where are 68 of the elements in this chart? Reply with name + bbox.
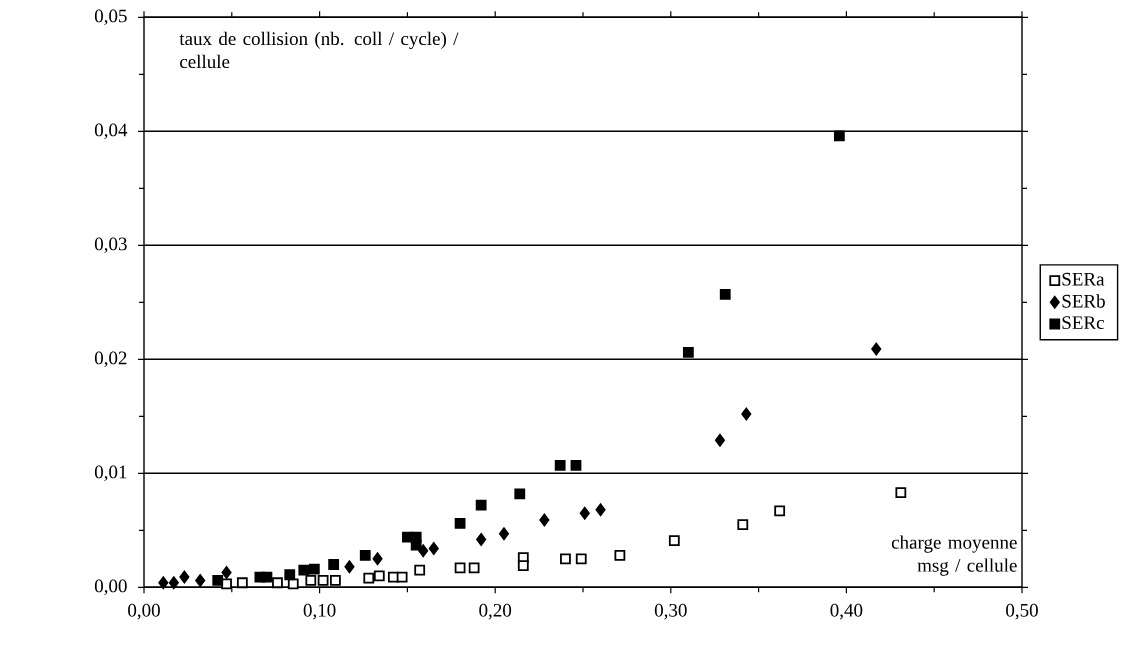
point (158, 576, 169, 590)
point (428, 542, 439, 555)
point (372, 552, 383, 566)
y-tick-label: 0,03 (94, 237, 127, 254)
point (774, 505, 786, 517)
x-axis-title: charge moyenne msg / cellule (891, 535, 1017, 576)
point (195, 574, 206, 587)
y-axis-title: taux de collision (nb. coll / cycle) / cellule (179, 31, 459, 69)
point (179, 570, 190, 584)
point (414, 564, 426, 576)
point (714, 433, 725, 447)
point (344, 560, 355, 574)
point (363, 572, 375, 584)
point (284, 569, 296, 581)
point (575, 553, 587, 565)
point (554, 459, 566, 471)
point (579, 506, 590, 520)
point (468, 562, 480, 574)
point (287, 578, 299, 590)
point (595, 503, 606, 517)
y-tick-label: 0,00 (94, 579, 127, 596)
point (719, 288, 731, 300)
y-tick-label: 0,02 (94, 351, 127, 368)
point (560, 553, 571, 565)
legend-label: SERa (1062, 272, 1105, 286)
point (308, 563, 320, 575)
point (517, 560, 529, 572)
point (668, 535, 680, 546)
point (330, 575, 341, 586)
y-tick-label: 0,04 (94, 123, 128, 140)
point (221, 566, 232, 579)
x-tick-label: 0,20 (479, 603, 512, 620)
point (236, 577, 248, 589)
point (305, 575, 317, 586)
legend-label: SERc (1062, 316, 1104, 330)
x-tick-label: 0,30 (654, 603, 687, 620)
point (359, 549, 371, 561)
point (871, 342, 882, 356)
point (373, 570, 385, 582)
point (741, 407, 752, 421)
point (737, 519, 749, 530)
point (498, 527, 509, 541)
point (454, 518, 466, 529)
x-tick-label: 0,50 (1006, 603, 1038, 620)
legend-label: SERb (1062, 294, 1105, 308)
y-tick-label: 0,01 (94, 465, 127, 482)
point (317, 575, 329, 586)
y-tick-label: 0,05 (94, 9, 127, 26)
point (682, 347, 694, 358)
point (272, 577, 283, 589)
point (475, 499, 487, 511)
point (221, 578, 232, 590)
x-tick-label: 0,10 (303, 603, 336, 620)
point (168, 576, 179, 590)
point (396, 571, 408, 583)
point (298, 564, 310, 576)
point (539, 513, 550, 527)
point (895, 487, 907, 499)
point (328, 559, 340, 570)
point (570, 459, 582, 471)
x-tick-label: 0,00 (128, 603, 160, 620)
point (410, 539, 422, 551)
point (514, 488, 526, 500)
point (476, 533, 487, 546)
x-tick-label: 0,40 (830, 603, 863, 620)
point (212, 575, 224, 586)
point (833, 130, 845, 142)
point (614, 549, 626, 561)
